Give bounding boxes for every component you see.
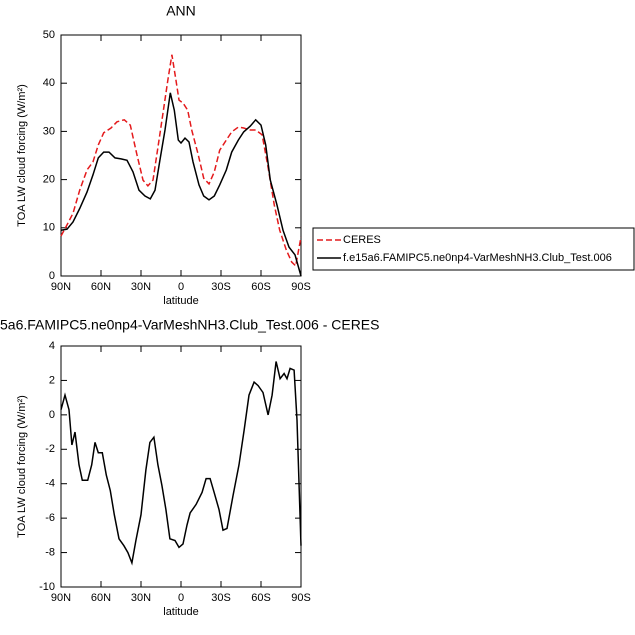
y-tick-label: -2	[45, 443, 55, 455]
x-tick-label: 90N	[51, 592, 71, 604]
y-tick-label: 30	[43, 125, 55, 137]
plot-frame	[60, 34, 302, 277]
y-tick-label: 20	[43, 174, 55, 186]
x-tick-label: 60N	[91, 281, 111, 293]
x-tick-label: 60N	[91, 592, 111, 604]
x-tick-label: 30N	[131, 592, 151, 604]
x-tick-label: 90N	[51, 281, 71, 293]
x-axis-label: latitude	[163, 606, 198, 618]
data-line	[60, 92, 302, 277]
x-tick-label: 30S	[211, 281, 231, 293]
data-line	[60, 361, 302, 566]
x-tick-label: 60S	[251, 281, 271, 293]
chart-title: ANN	[166, 3, 196, 19]
y-tick-label: 2	[49, 374, 55, 386]
data-line	[60, 54, 302, 268]
legend-label: CERES	[343, 234, 381, 246]
y-tick-label: 50	[43, 29, 55, 41]
y-tick-label: -4	[45, 478, 55, 490]
x-tick-label: 30S	[211, 592, 231, 604]
y-tick-label: 40	[43, 77, 55, 89]
legend-label: f.e15a6.FAMIPC5.ne0np4-VarMeshNH3.Club_T…	[343, 252, 612, 264]
x-tick-label: 60S	[251, 592, 271, 604]
y-tick-label: -8	[45, 546, 55, 558]
x-tick-label: 90S	[291, 281, 311, 293]
x-tick-label: 30N	[131, 281, 151, 293]
x-tick-label: 0	[178, 592, 184, 604]
x-axis-label: latitude	[163, 295, 198, 307]
y-tick-label: 4	[49, 340, 55, 352]
y-tick-label: 10	[43, 222, 55, 234]
chart-title: 5a6.FAMIPC5.ne0np4-VarMeshNH3.Club_Test.…	[0, 317, 379, 333]
x-tick-label: 90S	[291, 592, 311, 604]
plot-frame	[60, 345, 302, 588]
legend-box	[312, 227, 635, 271]
y-axis-label: TOA LW cloud forcing (W/m²)	[16, 395, 28, 538]
y-tick-label: -6	[45, 512, 55, 524]
y-tick-label: 0	[49, 409, 55, 421]
x-tick-label: 0	[178, 281, 184, 293]
y-tick-label: -10	[39, 581, 55, 593]
y-axis-label: TOA LW cloud forcing (W/m²)	[16, 84, 28, 227]
y-tick-label: 0	[49, 270, 55, 282]
